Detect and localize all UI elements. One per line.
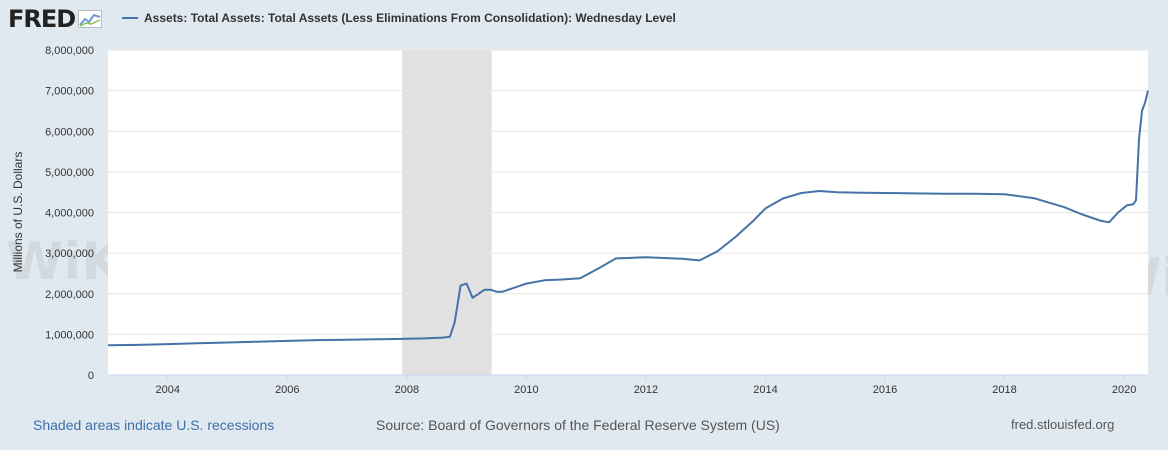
x-tick-label: 2006 (275, 384, 299, 396)
site-link[interactable]: fred.stlouisfed.org (1011, 417, 1115, 432)
y-tick-label: 5,000,000 (45, 167, 94, 179)
y-tick-label: 2,000,000 (45, 289, 94, 301)
x-tick-label: 2012 (634, 384, 658, 396)
y-tick-label: 1,000,000 (45, 329, 94, 341)
chart-title: Assets: Total Assets: Total Assets (Less… (144, 11, 676, 25)
y-axis-label: Millions of U.S. Dollars (11, 152, 25, 273)
x-tick-label: 2004 (156, 384, 180, 396)
legend-swatch (122, 17, 138, 19)
y-tick-label: 3,000,000 (45, 248, 94, 260)
fred-logo-text: FRED (8, 5, 76, 33)
x-tick-label: 2010 (514, 384, 538, 396)
x-tick-label: 2016 (873, 384, 897, 396)
x-tick-label: 2020 (1112, 384, 1136, 396)
chart-line-icon (78, 10, 103, 28)
source-note: Source: Board of Governors of the Federa… (376, 417, 780, 433)
y-tick-label: 8,000,000 (45, 45, 94, 57)
y-tick-label: 6,000,000 (45, 126, 94, 138)
x-tick-label: 2008 (395, 384, 419, 396)
x-tick-label: 2014 (753, 384, 777, 396)
y-tick-label: 7,000,000 (45, 86, 94, 98)
series-line-0 (107, 90, 1149, 347)
fred-logo[interactable]: FRED (8, 4, 103, 34)
line-chart: 0 1,000,000 2,000,000 3,000,000 4,000,000 5,0… (11, 45, 1149, 396)
y-tick-label: 0 (88, 370, 94, 382)
y-tick-label: 4,000,000 (45, 208, 94, 220)
recession-note-link[interactable]: Shaded areas indicate U.S. recessions (33, 417, 275, 433)
chart-legend: Assets: Total Assets: Total Assets (Less… (122, 11, 676, 25)
x-tick-label: 2018 (992, 384, 1016, 396)
